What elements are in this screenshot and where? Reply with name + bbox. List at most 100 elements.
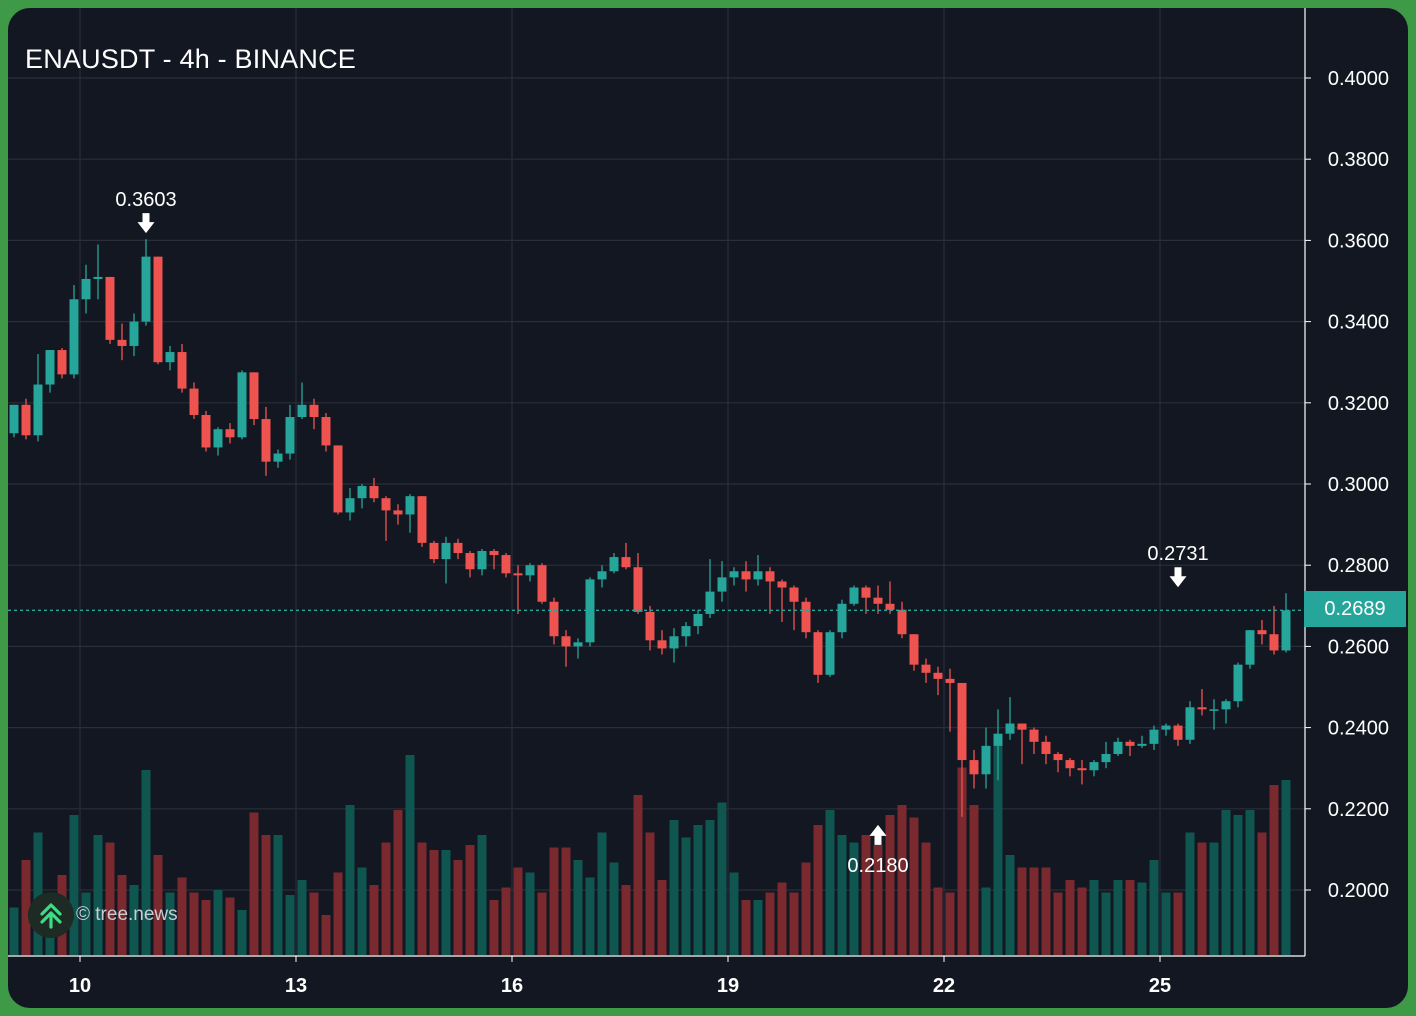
arrow-down-icon <box>137 213 155 234</box>
candle-body <box>1173 725 1183 740</box>
volume-bar <box>477 835 487 955</box>
candle-body <box>849 587 859 604</box>
volume-bar <box>273 835 283 955</box>
volume-bar <box>309 892 319 955</box>
candle-body <box>1281 610 1291 651</box>
candle-body <box>1113 741 1123 754</box>
candle-body <box>69 299 79 375</box>
candle-body <box>525 565 535 576</box>
candle-body <box>921 664 931 673</box>
volume-bar <box>453 860 463 955</box>
watermark: © tree.news <box>28 892 178 938</box>
candle-body <box>297 404 307 418</box>
volume-bar <box>405 755 415 955</box>
current-price-label: 0.2689 <box>1304 591 1406 627</box>
candle-body <box>993 733 1003 746</box>
chart-title: ENAUSDT - 4h - BINANCE <box>25 44 356 74</box>
volume-bar <box>885 815 895 955</box>
volume-bar <box>633 795 643 955</box>
volume-bar <box>549 847 559 955</box>
chart-card: 0.3603 0.2180 0.2731 0.4000 0.3800 0.3600 0.3… <box>8 8 1408 1008</box>
volume-bar <box>969 805 979 955</box>
volume-bar <box>945 892 955 955</box>
volume-bar <box>189 892 199 955</box>
volume-bar <box>465 845 475 955</box>
volume-bar <box>1089 880 1099 955</box>
volume-bar <box>609 862 619 955</box>
volume-bar <box>1185 832 1195 955</box>
arrow-down-icon <box>1169 567 1187 588</box>
volume-bar <box>597 832 607 955</box>
volume-bar <box>165 892 175 955</box>
volume-bar <box>1101 892 1111 955</box>
candle-body <box>609 557 619 572</box>
candle-body <box>201 414 211 448</box>
volume-bar <box>177 877 187 955</box>
volume-bar <box>417 842 427 955</box>
candle-body <box>369 486 379 499</box>
volume-bar <box>105 842 115 955</box>
volume-bar <box>1149 860 1159 955</box>
volume-bar <box>21 860 31 955</box>
candle-body <box>1269 634 1279 651</box>
volume-bar <box>153 855 163 955</box>
candle-body <box>117 339 127 346</box>
volume-bar <box>933 887 943 955</box>
volume-bar <box>573 860 583 955</box>
x-tick-label: 25 <box>1149 975 1171 997</box>
candle-body <box>57 350 67 375</box>
candle-body <box>333 445 343 513</box>
y-tick-label: 0.3000 <box>1328 474 1389 496</box>
candle-body <box>1125 741 1135 746</box>
volume-bar <box>1125 880 1135 955</box>
volume-bar <box>501 887 511 955</box>
volume-bar <box>1065 880 1075 955</box>
volume-bar <box>513 867 523 955</box>
candle-body <box>909 634 919 665</box>
candle-body <box>9 404 19 434</box>
y-tick-label: 0.2600 <box>1328 636 1389 658</box>
candle-body <box>1161 725 1171 730</box>
y-tick-label: 0.4000 <box>1328 68 1389 90</box>
x-tick-label: 13 <box>285 975 307 997</box>
candle-body <box>189 388 199 415</box>
candle-body <box>705 591 715 614</box>
candle-body <box>633 567 643 612</box>
volume-bar <box>525 872 535 955</box>
grid-lines <box>8 8 1305 956</box>
volume-bar <box>981 887 991 955</box>
volume-bar <box>681 837 691 955</box>
candle-body <box>225 429 235 438</box>
candle-body <box>21 404 31 436</box>
y-tick-label: 0.2200 <box>1328 799 1389 821</box>
volume-bar <box>33 832 43 955</box>
volume-bar <box>645 832 655 955</box>
candle-body <box>681 626 691 637</box>
volume-bar <box>225 897 235 955</box>
candle-body <box>1185 707 1195 740</box>
volume-bar <box>357 867 367 955</box>
candle-body <box>1029 729 1039 742</box>
candle-body <box>789 587 799 602</box>
volume-bar <box>1257 832 1267 955</box>
candle-body <box>1041 741 1051 754</box>
candle-body <box>1257 630 1267 635</box>
volume-bar <box>297 880 307 955</box>
price-annotations: 0.3603 0.2180 0.2731 <box>115 189 1208 877</box>
candle-body <box>1053 753 1063 761</box>
volume-bar <box>489 900 499 955</box>
candlestick-chart[interactable]: 0.3603 0.2180 0.2731 0.4000 0.3800 0.3600 0.3… <box>8 8 1408 1008</box>
y-tick-label: 0.2400 <box>1328 718 1389 740</box>
volume-bar <box>621 885 631 955</box>
volume-bar <box>1017 867 1027 955</box>
candle-body <box>1209 709 1219 711</box>
volume-bar <box>669 820 679 955</box>
volume-bar <box>729 872 739 955</box>
candle-body <box>285 417 295 454</box>
candle-body <box>693 613 703 627</box>
volume-bar <box>825 810 835 955</box>
volume-bar <box>741 900 751 955</box>
x-tick-label: 22 <box>933 975 955 997</box>
volume-bars <box>9 740 1291 955</box>
candle-body <box>657 640 667 649</box>
